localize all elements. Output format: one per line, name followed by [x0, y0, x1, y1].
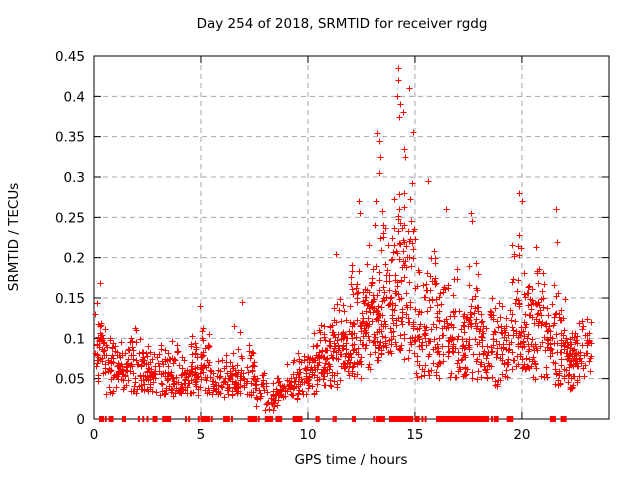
- chart-title: Day 254 of 2018, SRMTID for receiver rgd…: [197, 16, 488, 32]
- y-axis-label: SRMTID / TECUs: [6, 183, 22, 291]
- y-tick-label: 0.35: [55, 130, 85, 146]
- scatter-series: [92, 65, 595, 414]
- grid-path: [94, 56, 609, 419]
- y-tick-label: 0.15: [55, 291, 85, 307]
- plot-border: [93, 55, 610, 420]
- x-tick-label: 5: [197, 427, 206, 443]
- zero-line-markers: [99, 416, 567, 422]
- y-tick-label: 0.25: [55, 210, 85, 226]
- grid-lines: [94, 56, 609, 419]
- y-tick-labels: 0 0.05 0.1 0.15 0.2 0.25 0.3 0.35 0.4 0.45: [55, 49, 85, 428]
- x-tick-label: 10: [299, 427, 316, 443]
- y-tick-label: 0.2: [64, 251, 85, 267]
- x-tick-label: 0: [90, 427, 99, 443]
- y-tick-label: 0.45: [55, 49, 85, 65]
- y-tick-label: 0.05: [55, 372, 85, 388]
- y-tick-label: 0.4: [64, 89, 85, 105]
- axis-tick-marks: [93, 55, 609, 420]
- x-tick-labels: 0 5 10 15 20: [90, 427, 531, 443]
- x-axis-label: GPS time / hours: [294, 452, 407, 468]
- y-tick-label: 0: [76, 412, 85, 428]
- y-tick-label: 0.1: [64, 331, 85, 347]
- y-tick-label: 0.3: [64, 170, 85, 186]
- x-tick-label: 15: [406, 427, 423, 443]
- x-tick-label: 20: [513, 427, 530, 443]
